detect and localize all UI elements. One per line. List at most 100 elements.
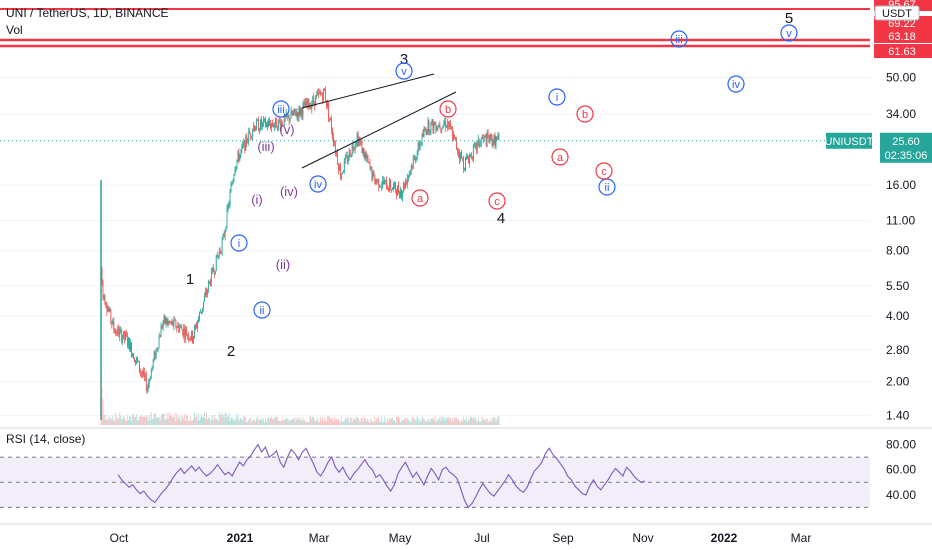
candle-body (400, 190, 401, 198)
candle-body (324, 88, 325, 91)
candle-body (164, 315, 166, 323)
candle-body (185, 328, 187, 339)
volume-bar (231, 417, 233, 425)
volume-bar (483, 419, 485, 425)
candle-body (449, 123, 451, 127)
candle-body (305, 101, 307, 108)
candle-body (211, 267, 213, 271)
volume-bar (291, 419, 293, 425)
volume-bar (219, 414, 221, 425)
candle-body (469, 154, 471, 156)
volume-bar (385, 421, 387, 425)
volume-bar (463, 416, 464, 425)
volume-bar (145, 415, 147, 425)
candle-body (158, 336, 160, 348)
quote-badge (874, 5, 920, 21)
candle-body (322, 94, 324, 101)
candle-body (267, 123, 268, 127)
volume-bar (400, 420, 402, 425)
level-badge-value: 61.63 (888, 46, 916, 58)
candle-body (431, 119, 433, 123)
price-tick-label: 1.40 (886, 408, 910, 422)
candle-body (249, 131, 251, 134)
candle-body (140, 372, 142, 374)
candle-body (271, 123, 273, 125)
candle-body (280, 122, 282, 129)
level-badge (874, 44, 932, 58)
volume-bar (150, 412, 152, 425)
candle-body (423, 129, 425, 137)
volume-bar (207, 418, 209, 425)
candle-body (424, 129, 426, 131)
candle-body (200, 312, 201, 314)
volume-bar (136, 414, 137, 425)
volume-bar (190, 416, 192, 425)
volume-bar (159, 420, 161, 425)
candle-body (342, 171, 344, 173)
volume-bar (255, 421, 257, 425)
volume-bar (260, 419, 262, 425)
candle-body (180, 326, 182, 328)
candle-body (137, 358, 138, 362)
volume-bar (129, 416, 131, 425)
volume-bar (452, 418, 454, 425)
volume-bar (486, 418, 488, 425)
candle-body (258, 120, 259, 131)
candle-body (301, 108, 303, 116)
wave-label-blue-ring (309, 175, 327, 193)
candle-body (389, 180, 391, 191)
volume-bar (246, 421, 248, 425)
candle-body (206, 290, 208, 294)
volume-bar (210, 419, 212, 425)
candle-body (190, 338, 192, 340)
candle-body (426, 130, 428, 134)
volume-bar (354, 419, 356, 425)
candle-body (132, 353, 133, 356)
candle-body (205, 291, 206, 297)
volume-bar (396, 417, 397, 425)
volume-bar (304, 419, 306, 425)
candle-body (348, 150, 350, 159)
candle-body (364, 154, 366, 158)
volume-bar (325, 420, 327, 425)
volume-bar (440, 420, 442, 425)
candle-body (232, 179, 234, 184)
candle-body (448, 121, 450, 127)
candle-body (330, 118, 331, 120)
candle-body (217, 255, 219, 258)
candle-body (167, 321, 169, 325)
volume-bar (401, 419, 403, 425)
volume-label: Vol (6, 23, 23, 37)
volume-bar (176, 413, 178, 425)
candle-body (147, 383, 149, 388)
volume-bar (416, 416, 418, 425)
volume-bar (239, 418, 241, 425)
wave-label-purple: (iv) (280, 184, 298, 199)
volume-bar (462, 421, 463, 425)
volume-bar (344, 418, 346, 425)
candle-body (312, 96, 314, 104)
volume-bar (218, 412, 220, 425)
volume-bar (312, 416, 314, 425)
volume-bar (146, 416, 148, 425)
candle-body (266, 123, 267, 127)
volume-bar (204, 418, 206, 425)
candle-body (276, 127, 278, 130)
volume-bar (271, 418, 273, 425)
volume-bar (479, 421, 481, 425)
candle-body (405, 181, 407, 184)
volume-bar (342, 421, 344, 425)
volume-bar (125, 420, 127, 425)
trend-line (301, 91, 457, 169)
candle-body (458, 151, 459, 154)
candle-body (109, 309, 111, 312)
volume-bar (389, 417, 391, 425)
volume-bar (144, 417, 146, 425)
candle-body (391, 189, 392, 191)
volume-bar (224, 412, 226, 425)
volume-bar (353, 418, 355, 425)
candle-body (396, 190, 397, 196)
volume-bar (268, 417, 269, 425)
